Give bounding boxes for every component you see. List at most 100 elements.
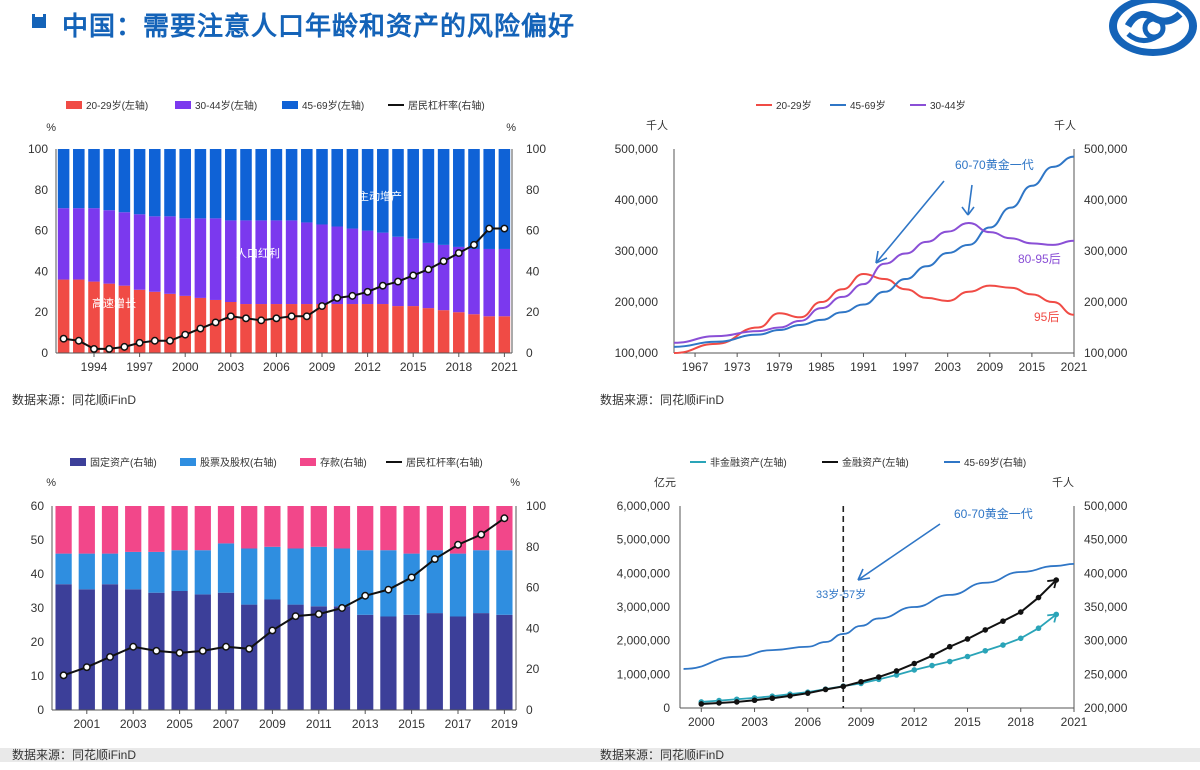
y-left-tick: 60 bbox=[35, 224, 49, 238]
bar-segment bbox=[133, 289, 146, 353]
bar-segment bbox=[73, 279, 85, 353]
y-right-tick: 200,000 bbox=[1084, 701, 1128, 715]
bar-segment bbox=[171, 550, 188, 591]
bar-segment bbox=[285, 304, 298, 353]
leverage-point bbox=[196, 324, 205, 333]
leverage-point bbox=[378, 281, 387, 290]
x-tick: 1994 bbox=[81, 360, 108, 374]
bar-segment bbox=[148, 506, 165, 552]
y-left-tick: 0 bbox=[37, 703, 44, 717]
bottom-bar bbox=[0, 748, 1200, 762]
series-point bbox=[698, 701, 705, 707]
series-point bbox=[733, 699, 740, 705]
legend: 20-29岁(左轴) 30-44岁(左轴) 45-69岁(左轴) 居民杠杆率(右轴) bbox=[66, 99, 485, 112]
bar-segment bbox=[103, 149, 115, 211]
series-point bbox=[769, 695, 776, 702]
x-tick: 2001 bbox=[73, 717, 100, 731]
arrow bbox=[857, 523, 941, 581]
left-axis-unit: 千人 bbox=[646, 119, 668, 132]
y-right-tick: 100 bbox=[526, 142, 546, 156]
bar-segment bbox=[194, 550, 211, 595]
leverage-point bbox=[454, 540, 462, 549]
leverage-point bbox=[439, 257, 448, 266]
bar-segment bbox=[241, 604, 258, 710]
leverage-point bbox=[470, 240, 478, 249]
bars bbox=[57, 149, 511, 353]
y-right-tick: 60 bbox=[526, 581, 540, 595]
leverage-point bbox=[348, 291, 357, 300]
y-right-tick: 80 bbox=[526, 183, 540, 197]
x-tick: 2015 bbox=[1019, 360, 1046, 374]
y-right-tick: 40 bbox=[526, 621, 540, 635]
series-point bbox=[964, 636, 971, 642]
series-point bbox=[982, 647, 989, 654]
legend-label: 30-44岁(左轴) bbox=[195, 99, 257, 112]
x-tick: 1997 bbox=[892, 360, 919, 374]
bar-segment bbox=[217, 506, 235, 544]
bar-segment bbox=[217, 543, 235, 593]
chart3-svg: 固定资产(右轴) 股票及股权(右轴) 存款(右轴) 居民杠杆率(右轴)% % 0 10 20 3… bbox=[31, 456, 547, 731]
x-tick: 2011 bbox=[306, 717, 332, 731]
page-title: 中国：需要注意人口年龄和资产的风险偏好 bbox=[62, 11, 576, 41]
bar-segment bbox=[377, 232, 389, 305]
bar-segment bbox=[133, 149, 146, 215]
legend-swatch bbox=[66, 101, 82, 109]
series-point bbox=[893, 672, 900, 678]
series-point bbox=[822, 686, 829, 693]
bar-segment bbox=[133, 214, 146, 290]
bar-segment bbox=[357, 550, 374, 615]
leverage-point bbox=[152, 646, 161, 655]
y-right-tick: 100 bbox=[526, 499, 546, 513]
bar-segment bbox=[194, 218, 207, 298]
bar-segment bbox=[103, 283, 115, 353]
bar-segment bbox=[357, 614, 374, 710]
y-left-tick: 0 bbox=[41, 346, 48, 360]
x-tick: 2017 bbox=[445, 717, 472, 731]
legend-label: 30-44岁 bbox=[930, 99, 966, 112]
bar-segment bbox=[473, 613, 490, 710]
chart-asset-allocation-leverage: 固定资产(右轴) 股票及股权(右轴) 存款(右轴) 居民杠杆率(右轴)%% 0 10 20 3… bbox=[0, 440, 560, 770]
leverage-point bbox=[384, 585, 393, 594]
leverage-point bbox=[106, 653, 114, 661]
series-line bbox=[701, 613, 1057, 703]
bar-segment bbox=[301, 222, 313, 305]
bar-segment bbox=[209, 299, 222, 353]
chart-age-structure-leverage: 20-29岁(左轴) 30-44岁(左轴) 45-69岁(左轴) 居民杠杆率(右轴)%… bbox=[0, 85, 560, 415]
x-tick: 2021 bbox=[1061, 360, 1088, 374]
bar-segment bbox=[103, 210, 115, 284]
legend-swatch bbox=[180, 458, 196, 466]
bar-segment bbox=[101, 506, 119, 554]
y-left-tick: 40 bbox=[31, 567, 45, 581]
leverage-point bbox=[361, 591, 370, 600]
series-point bbox=[946, 658, 953, 665]
bar-segment bbox=[392, 236, 404, 307]
series-point bbox=[787, 693, 793, 699]
y-left-tick: 4,000,000 bbox=[617, 566, 671, 580]
x-tick: 2012 bbox=[354, 360, 381, 374]
series-point bbox=[1000, 642, 1006, 648]
y-right-tick: 100,000 bbox=[1084, 346, 1128, 360]
series-point bbox=[1000, 618, 1006, 624]
bar-segment bbox=[498, 248, 511, 317]
bar-segment bbox=[301, 149, 313, 223]
bar-segment bbox=[361, 230, 374, 305]
bar-segment bbox=[407, 306, 419, 353]
bar-segment bbox=[437, 149, 450, 245]
y-right-tick: 300,000 bbox=[1084, 634, 1128, 648]
x-tick: 2009 bbox=[309, 360, 336, 374]
y-left-tick: 100 bbox=[28, 142, 48, 156]
bar-segment bbox=[125, 551, 142, 590]
y-right-tick: 500,000 bbox=[1084, 499, 1128, 513]
series-point bbox=[858, 678, 864, 685]
leverage-point bbox=[291, 612, 300, 621]
bar-segment bbox=[149, 291, 161, 353]
leverage-point bbox=[272, 314, 281, 323]
bar-segment bbox=[377, 149, 389, 233]
bar-segment bbox=[331, 149, 343, 227]
bar-segment bbox=[148, 551, 165, 593]
bar-segment bbox=[403, 614, 420, 710]
legend: 固定资产(右轴) 股票及股权(右轴) 存款(右轴) 居民杠杆率(右轴) bbox=[70, 456, 483, 469]
bar-segment bbox=[468, 248, 480, 315]
leverage-point bbox=[500, 514, 509, 523]
x-tick: 2000 bbox=[688, 715, 715, 729]
